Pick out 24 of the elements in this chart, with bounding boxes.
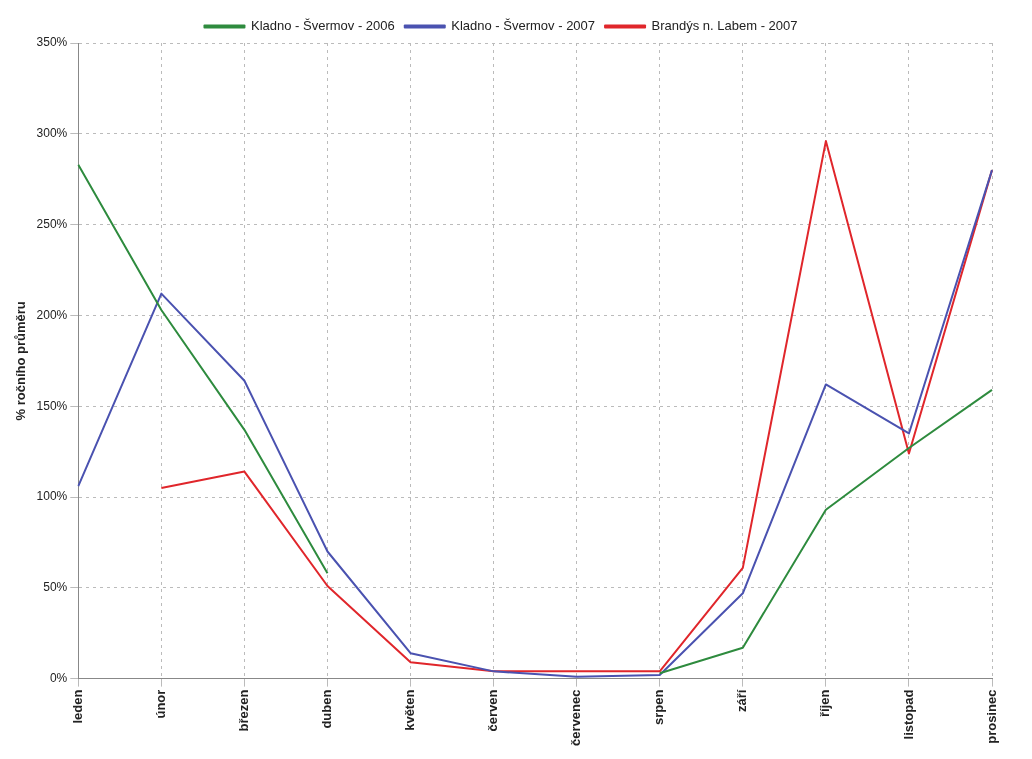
x-tick-label: duben bbox=[319, 689, 335, 729]
y-axis-title: % ročního průměru bbox=[13, 301, 29, 421]
x-tick-label: březen bbox=[236, 689, 251, 732]
x-tick-label: srpen bbox=[651, 689, 667, 726]
x-tick-label: květen bbox=[402, 689, 418, 731]
x-tick-label: červenec bbox=[568, 689, 584, 747]
legend-label: Kladno - Švermov - 2006 bbox=[250, 18, 395, 34]
y-tick-label: 350% bbox=[36, 35, 68, 50]
y-tick-label: 200% bbox=[36, 307, 68, 322]
y-tick-label: 300% bbox=[36, 126, 68, 141]
y-tick-label: 250% bbox=[36, 216, 68, 231]
y-tick-label: 100% bbox=[36, 489, 68, 504]
y-tick-label: 150% bbox=[36, 398, 68, 413]
x-tick-label: únor bbox=[152, 689, 168, 719]
y-tick-label: 50% bbox=[43, 580, 68, 595]
legend-label: Brandýs n. Labem - 2007 bbox=[651, 18, 798, 34]
x-tick-label: červen bbox=[485, 689, 501, 732]
x-tick-label: leden bbox=[69, 689, 85, 724]
x-tick-label: září bbox=[734, 689, 750, 713]
x-tick-label: říjen bbox=[817, 689, 833, 718]
x-tick-label: prosinec bbox=[983, 689, 999, 744]
x-tick-label: listopad bbox=[900, 689, 916, 740]
y-tick-label: 0% bbox=[49, 670, 68, 685]
legend-label: Kladno - Švermov - 2007 bbox=[451, 18, 596, 34]
